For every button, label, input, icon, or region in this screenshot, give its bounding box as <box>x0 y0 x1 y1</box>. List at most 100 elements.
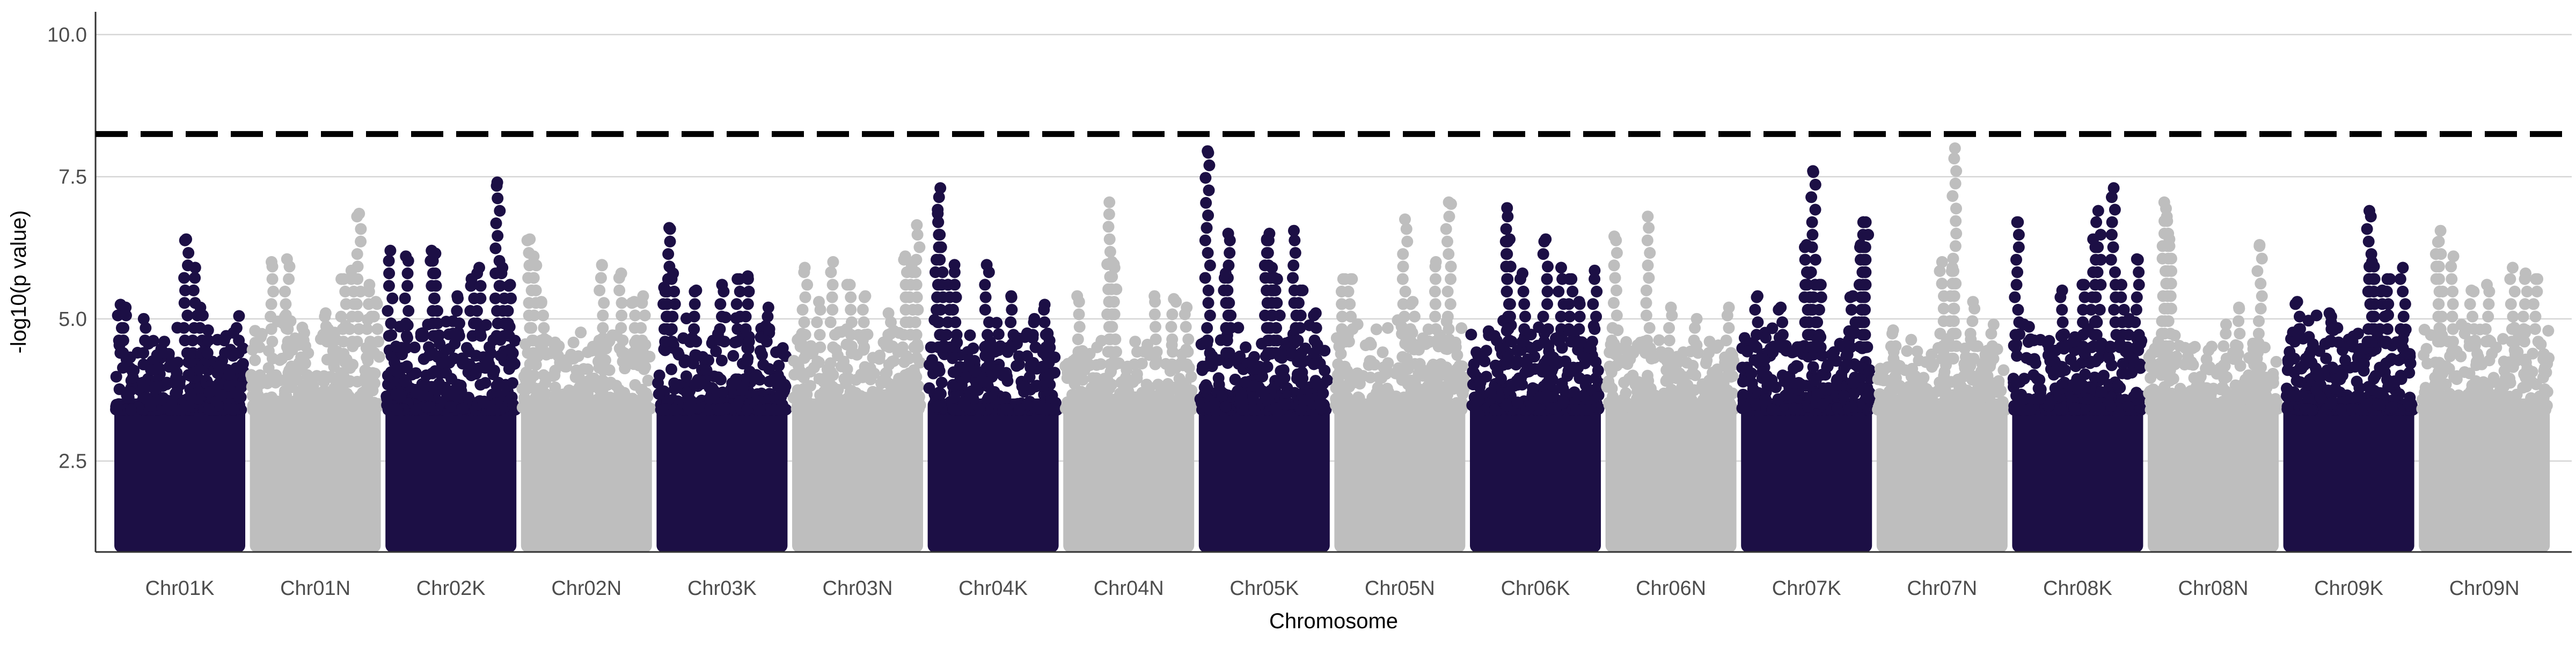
data-point <box>978 376 990 388</box>
data-point <box>701 365 713 376</box>
data-point <box>1203 159 1215 171</box>
data-point <box>1216 390 1228 402</box>
data-point <box>717 387 729 398</box>
data-point <box>188 285 200 296</box>
point-cloud-base <box>656 398 787 552</box>
data-point <box>1109 333 1121 345</box>
data-point <box>1106 321 1118 333</box>
data-point <box>137 380 149 392</box>
data-point <box>1934 328 1946 339</box>
data-point <box>118 322 129 334</box>
data-point <box>415 328 427 339</box>
data-point <box>1220 322 1232 334</box>
data-point <box>1607 322 1619 334</box>
peak-point <box>1642 210 1653 222</box>
data-point <box>1339 361 1351 373</box>
data-point <box>1686 368 1697 380</box>
data-point <box>689 298 701 310</box>
peak-point <box>400 250 412 262</box>
data-point <box>1663 322 1675 334</box>
data-point <box>456 352 468 364</box>
data-point <box>1470 346 1482 358</box>
data-point <box>1574 311 1586 323</box>
data-point <box>868 397 880 409</box>
data-point <box>1166 308 1178 320</box>
data-point <box>282 323 294 335</box>
point-cloud-base <box>385 398 516 552</box>
data-point <box>525 398 537 410</box>
data-point <box>1541 273 1553 285</box>
data-point <box>2009 292 2021 303</box>
data-point <box>503 330 515 342</box>
data-point <box>1407 404 1419 416</box>
data-point <box>1261 247 1273 259</box>
data-point <box>2033 382 2045 394</box>
data-point <box>2071 373 2083 385</box>
data-point <box>2094 402 2105 413</box>
data-point <box>338 348 349 360</box>
data-point <box>935 241 947 253</box>
data-point <box>1805 191 1817 203</box>
peak-point <box>1589 265 1600 277</box>
data-point <box>1822 360 1834 372</box>
data-point <box>702 354 714 366</box>
data-point <box>1129 359 1140 370</box>
data-point <box>1972 394 1984 405</box>
data-point <box>836 360 847 372</box>
data-point <box>230 388 242 399</box>
data-point <box>2055 366 2067 377</box>
data-point <box>1806 241 1818 253</box>
data-point <box>619 362 631 374</box>
data-point <box>486 404 498 416</box>
data-point <box>911 329 923 340</box>
data-point <box>2092 266 2104 278</box>
data-point <box>2094 341 2105 353</box>
data-point <box>1799 254 1811 266</box>
data-point <box>932 216 944 228</box>
data-point <box>714 298 726 310</box>
data-point <box>335 311 347 323</box>
data-point <box>716 311 728 323</box>
data-point <box>1199 172 1211 184</box>
data-point <box>597 309 609 321</box>
data-point <box>911 397 923 409</box>
data-point <box>913 241 925 253</box>
data-point <box>690 336 702 347</box>
data-point <box>825 357 837 369</box>
data-point <box>1573 323 1585 335</box>
data-point <box>125 404 137 416</box>
data-point <box>1874 388 1885 400</box>
peak-point <box>370 296 382 308</box>
data-point <box>657 404 669 416</box>
data-point <box>838 373 850 385</box>
data-point <box>1199 235 1211 246</box>
data-point <box>399 293 411 304</box>
data-point <box>1343 336 1355 347</box>
data-point <box>1502 323 1513 335</box>
data-point <box>1640 297 1652 309</box>
data-point <box>1181 359 1193 370</box>
chromosome-points-Chr02K <box>380 177 521 553</box>
data-point <box>936 266 948 278</box>
data-point <box>974 403 986 415</box>
data-point <box>984 358 996 370</box>
data-point <box>2103 352 2115 364</box>
data-point <box>1293 297 1305 309</box>
data-point <box>949 316 961 328</box>
data-point <box>1108 296 1120 308</box>
data-point <box>1739 332 1751 344</box>
point-cloud-base <box>2148 398 2279 552</box>
peak-point <box>596 259 608 271</box>
data-point <box>302 403 313 415</box>
data-point <box>525 322 537 334</box>
peak-point <box>690 285 702 296</box>
data-point <box>1750 398 1761 410</box>
data-point <box>118 335 129 346</box>
data-point <box>445 373 457 385</box>
data-point <box>1570 404 1582 416</box>
data-point <box>494 205 506 217</box>
data-point <box>1201 222 1213 234</box>
data-point <box>1650 391 1662 403</box>
data-point <box>1838 390 1850 402</box>
data-point <box>1404 323 1416 335</box>
